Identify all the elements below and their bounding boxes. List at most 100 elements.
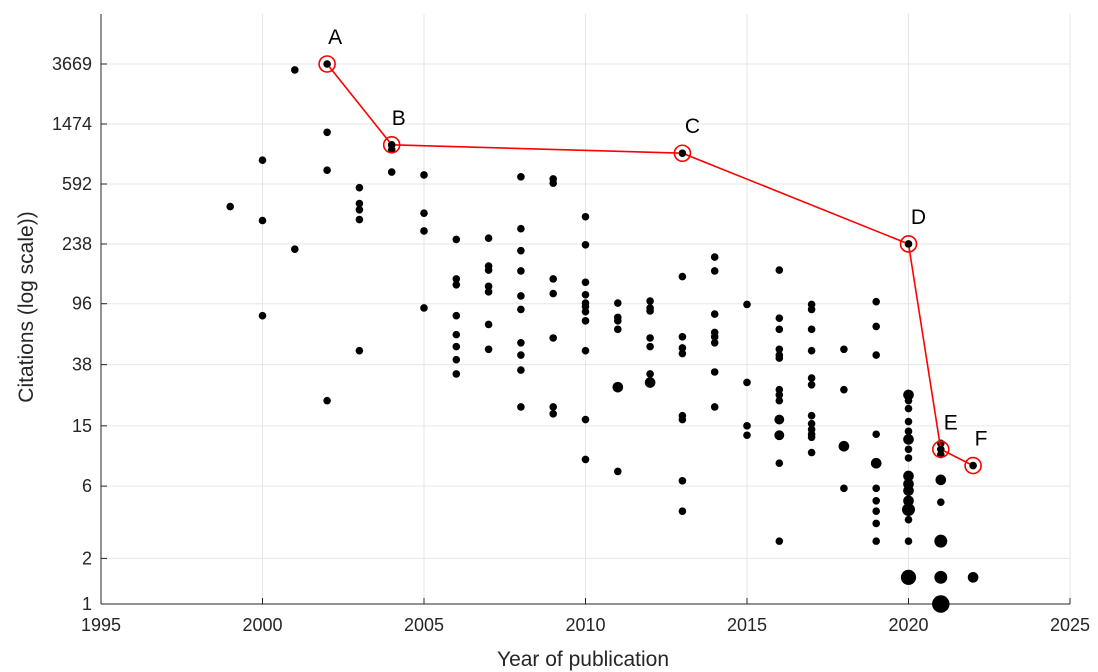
data-point bbox=[900, 569, 917, 585]
data-point bbox=[840, 484, 848, 493]
data-point bbox=[807, 433, 816, 442]
data-point bbox=[935, 474, 947, 486]
data-point bbox=[872, 351, 880, 359]
data-point bbox=[904, 515, 913, 524]
data-point bbox=[678, 477, 687, 485]
data-point bbox=[549, 179, 557, 187]
data-point bbox=[775, 385, 784, 394]
data-point bbox=[710, 267, 719, 275]
data-point bbox=[903, 470, 914, 482]
data-point bbox=[517, 305, 525, 314]
y-tick-label: 592 bbox=[62, 174, 92, 194]
data-point bbox=[355, 346, 364, 355]
data-point bbox=[967, 572, 979, 583]
data-point bbox=[710, 253, 719, 261]
data-point bbox=[258, 311, 267, 320]
data-point bbox=[902, 503, 915, 517]
data-point bbox=[644, 377, 656, 388]
highlight-line bbox=[326, 63, 974, 467]
x-tick-label: 2010 bbox=[565, 615, 605, 635]
data-point bbox=[904, 537, 913, 545]
data-point bbox=[838, 440, 850, 452]
data-point bbox=[581, 317, 590, 325]
data-point bbox=[517, 267, 525, 275]
data-point bbox=[581, 307, 590, 316]
data-point bbox=[903, 434, 914, 445]
data-point bbox=[517, 292, 525, 300]
data-point bbox=[355, 199, 364, 208]
data-point bbox=[904, 427, 913, 436]
data-point bbox=[903, 389, 914, 401]
data-point bbox=[452, 342, 461, 351]
data-point bbox=[517, 173, 525, 181]
data-point bbox=[420, 171, 428, 179]
data-point bbox=[775, 345, 784, 354]
data-point bbox=[937, 498, 945, 506]
x-axis-title: Year of publication bbox=[497, 648, 669, 671]
data-point bbox=[678, 507, 687, 515]
data-point bbox=[710, 333, 719, 341]
data-point bbox=[934, 570, 948, 584]
point-label-b: B bbox=[392, 107, 406, 130]
data-point bbox=[291, 66, 299, 74]
data-point bbox=[775, 459, 784, 468]
data-point bbox=[870, 457, 882, 469]
data-point bbox=[387, 168, 396, 176]
data-point bbox=[678, 349, 687, 358]
data-point bbox=[775, 391, 784, 399]
data-point bbox=[872, 519, 880, 528]
point-label-f: F bbox=[975, 428, 988, 451]
data-point bbox=[581, 290, 590, 299]
data-point bbox=[614, 325, 622, 334]
data-point bbox=[904, 445, 913, 454]
data-point bbox=[581, 278, 590, 287]
data-point bbox=[872, 430, 880, 439]
data-point bbox=[549, 403, 557, 411]
x-tick-label: 1995 bbox=[81, 615, 121, 635]
data-point bbox=[807, 374, 816, 382]
y-tick-label: 2 bbox=[82, 548, 92, 568]
data-point bbox=[678, 272, 687, 281]
data-point bbox=[807, 411, 816, 420]
data-point bbox=[291, 245, 299, 253]
data-point bbox=[872, 322, 880, 331]
data-point bbox=[484, 282, 493, 291]
y-tick-label: 1 bbox=[82, 594, 92, 614]
data-point bbox=[420, 209, 428, 217]
data-point bbox=[452, 330, 461, 339]
data-point bbox=[904, 396, 913, 405]
highlight-point bbox=[388, 141, 396, 149]
data-point bbox=[484, 266, 493, 274]
data-point bbox=[420, 304, 428, 312]
data-point bbox=[710, 368, 719, 376]
data-point bbox=[678, 415, 687, 424]
data-point bbox=[904, 404, 913, 413]
data-point bbox=[323, 396, 331, 405]
data-point bbox=[452, 275, 461, 283]
data-point bbox=[452, 355, 461, 364]
data-point bbox=[904, 454, 913, 462]
data-point bbox=[872, 507, 880, 515]
data-point bbox=[517, 403, 525, 411]
data-point bbox=[807, 305, 816, 314]
data-point bbox=[710, 338, 719, 347]
data-point bbox=[932, 595, 950, 613]
x-tick-label: 2020 bbox=[888, 615, 928, 635]
data-point bbox=[258, 156, 267, 165]
data-point bbox=[517, 246, 525, 255]
data-point bbox=[517, 338, 525, 347]
point-label-c: C bbox=[685, 115, 700, 138]
data-point bbox=[807, 448, 816, 457]
data-point bbox=[807, 419, 816, 428]
y-tick-label: 96 bbox=[72, 294, 92, 314]
y-axis-title: Citations (log scale)) bbox=[15, 211, 38, 402]
highlight-marker bbox=[673, 144, 692, 163]
data-point bbox=[646, 297, 654, 305]
data-point bbox=[775, 537, 784, 545]
data-point bbox=[872, 484, 880, 493]
data-point bbox=[452, 311, 461, 320]
data-point bbox=[517, 366, 525, 374]
data-point bbox=[710, 403, 719, 411]
highlight-layer bbox=[318, 55, 982, 475]
data-point bbox=[807, 346, 816, 355]
